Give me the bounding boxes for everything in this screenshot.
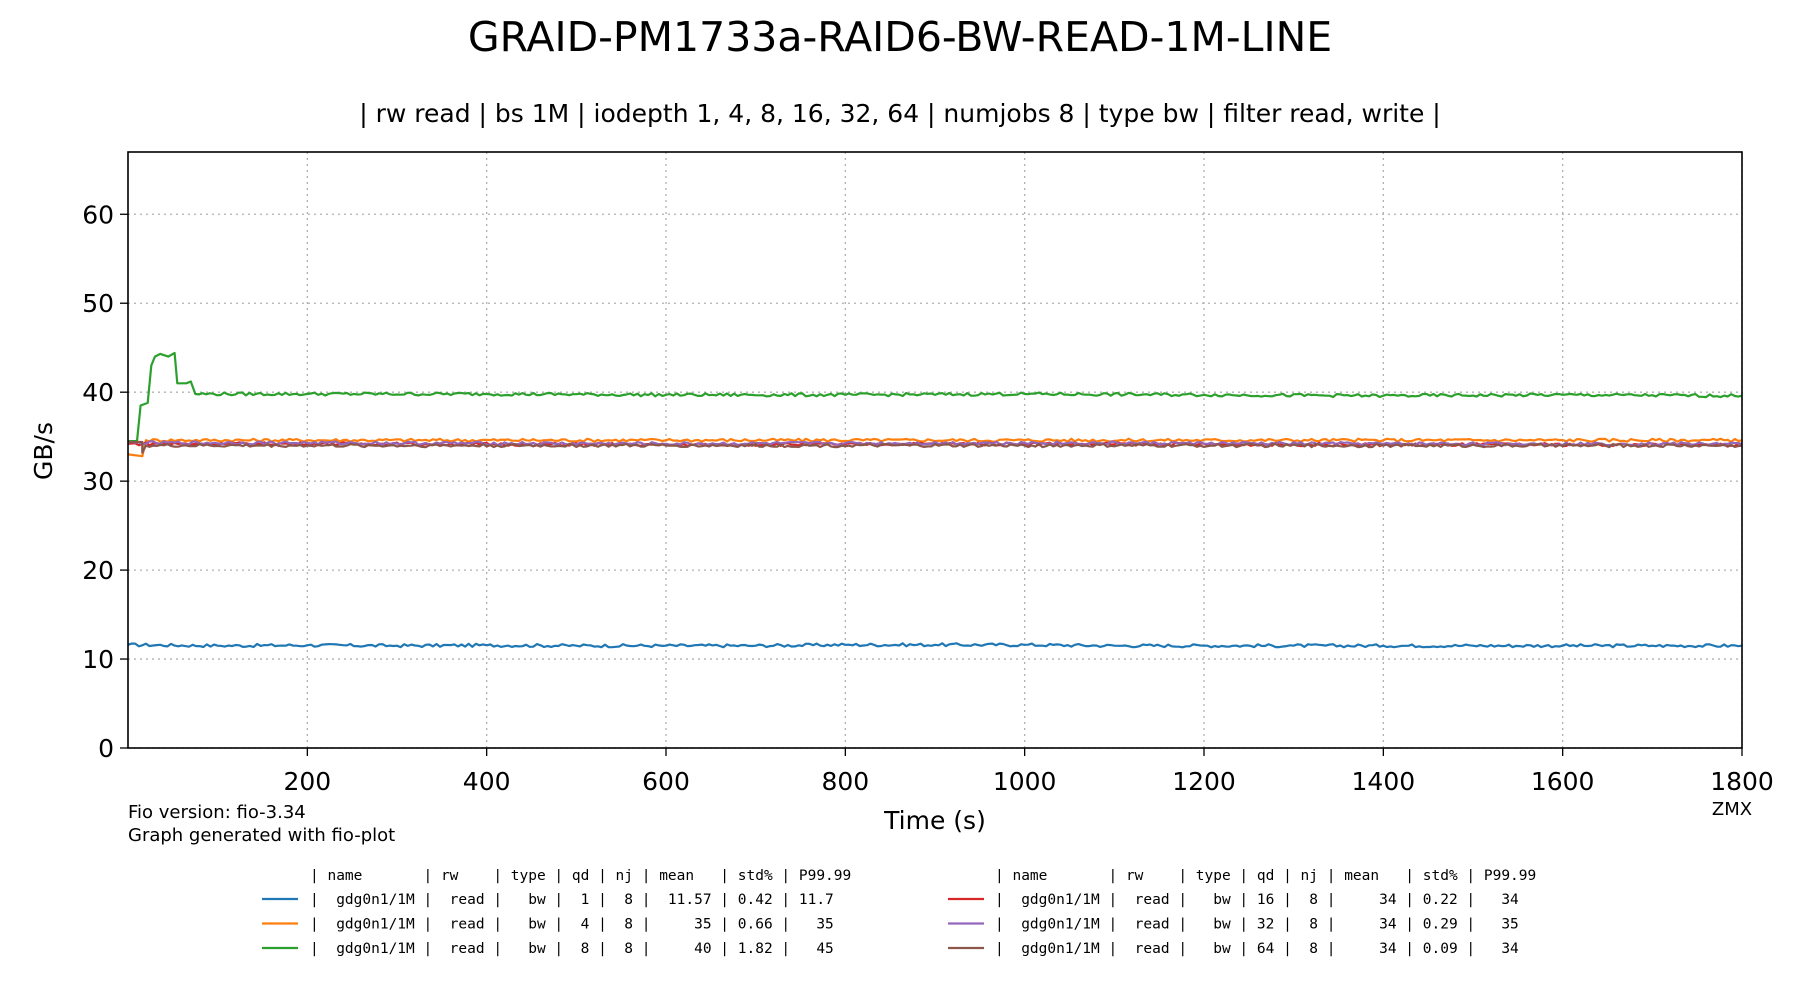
y-tick-label: 10 bbox=[82, 645, 114, 674]
y-tick-label: 30 bbox=[82, 467, 114, 496]
series-line bbox=[127, 642, 1743, 649]
legend-entry: | gdg0n1/1M | read | bw | 8 | 8 | 40 | 1… bbox=[310, 941, 834, 957]
x-tick-label: 600 bbox=[642, 767, 690, 796]
x-tick-label: 400 bbox=[463, 767, 511, 796]
y-axis-label: GB/s bbox=[29, 422, 58, 480]
x-tick-label: 1800 bbox=[1710, 767, 1774, 796]
y-tick-label: 40 bbox=[82, 378, 114, 407]
x-tick-label: 800 bbox=[821, 767, 869, 796]
legend-header: | name | rw | type | qd | nj | mean | st… bbox=[310, 868, 851, 884]
series-lines bbox=[127, 351, 1743, 649]
chart-subtitle: | rw read | bs 1M | iodepth 1, 4, 8, 16,… bbox=[359, 99, 1440, 128]
plot-frame bbox=[127, 151, 1743, 749]
x-tick-label: 1000 bbox=[993, 767, 1057, 796]
zmx-mark: ZMX bbox=[1712, 799, 1752, 820]
x-tick-label: 1400 bbox=[1352, 767, 1416, 796]
series-line bbox=[127, 440, 1743, 447]
x-tick-label: 1200 bbox=[1172, 767, 1236, 796]
y-tick-label: 20 bbox=[82, 556, 114, 585]
axis-ticks: 200 400 600 800 1000 1200 1400 1600 1800 0 10 20 30 4… bbox=[82, 200, 1774, 796]
x-tick-label: 200 bbox=[283, 767, 331, 796]
y-tick-label: 50 bbox=[82, 289, 114, 318]
y-tick-label: 0 bbox=[98, 734, 114, 763]
y-tick-label: 60 bbox=[82, 200, 114, 229]
grid bbox=[128, 152, 1743, 749]
legend-entry: | gdg0n1/1M | read | bw | 64 | 8 | 34 | … bbox=[995, 941, 1519, 957]
legend-entry: | gdg0n1/1M | read | bw | 16 | 8 | 34 | … bbox=[995, 892, 1519, 908]
legend-header: | name | rw | type | qd | nj | mean | st… bbox=[995, 868, 1536, 884]
x-tick-label: 1600 bbox=[1531, 767, 1595, 796]
chart-title: GRAID-PM1733a-RAID6-BW-READ-1M-LINE bbox=[468, 13, 1332, 61]
series-line bbox=[127, 437, 1743, 458]
legend-entry: | gdg0n1/1M | read | bw | 32 | 8 | 34 | … bbox=[995, 917, 1519, 933]
series-line bbox=[128, 440, 1743, 454]
legend: | name | rw | type | qd | nj | mean | st… bbox=[262, 868, 1536, 957]
x-axis-label: Time (s) bbox=[883, 806, 986, 835]
legend-entry: | gdg0n1/1M | read | bw | 1 | 8 | 11.57 … bbox=[310, 892, 834, 908]
fio-version-note: Fio version: fio-3.34 bbox=[128, 802, 306, 823]
legend-entry: | gdg0n1/1M | read | bw | 4 | 8 | 35 | 0… bbox=[310, 917, 834, 933]
generated-note: Graph generated with fio-plot bbox=[128, 825, 395, 846]
series-line bbox=[128, 351, 1743, 443]
